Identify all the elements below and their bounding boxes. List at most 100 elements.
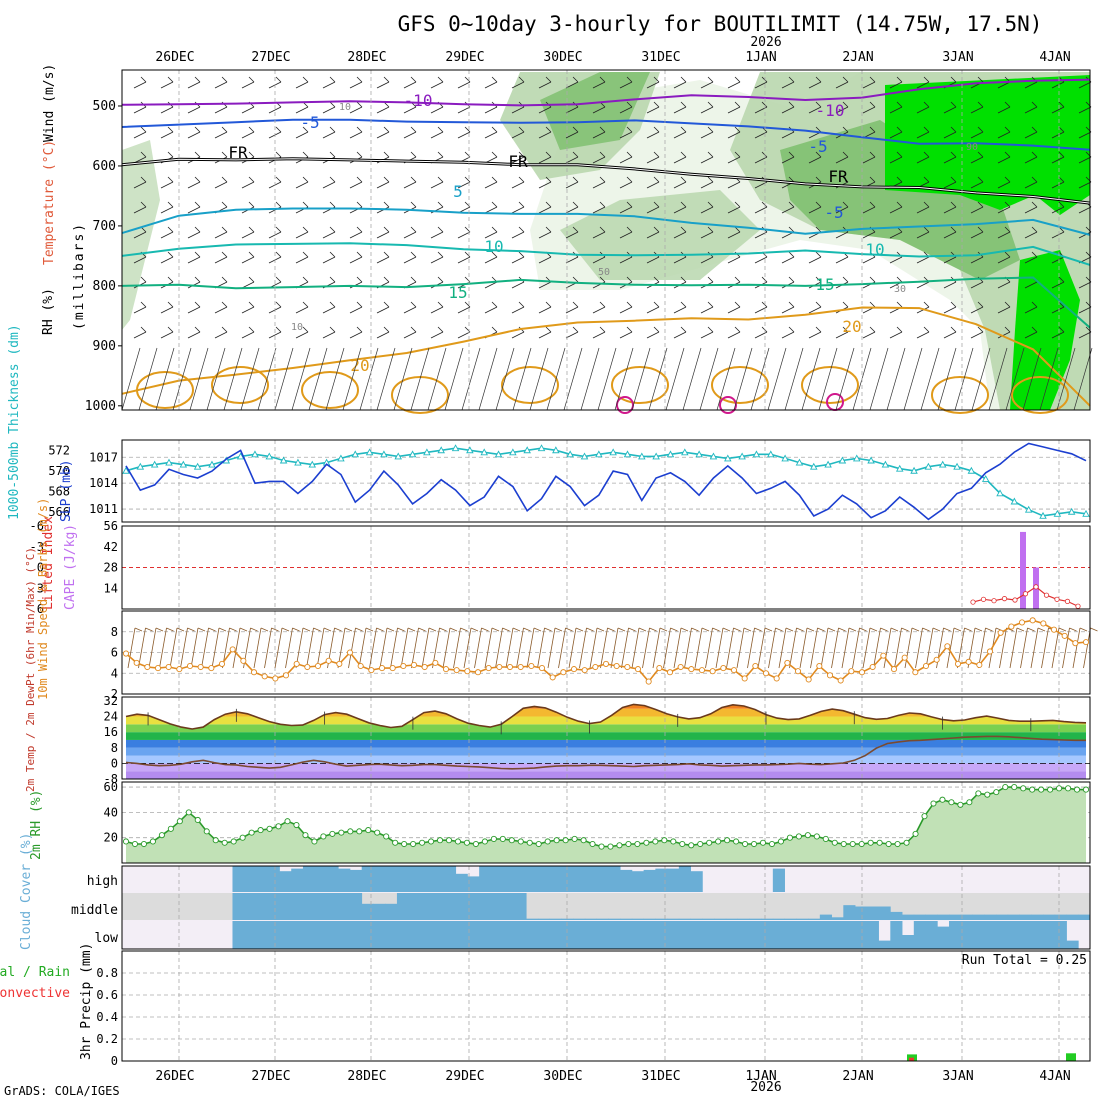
thickness-line-point — [752, 450, 761, 458]
wind-barb-flag — [545, 201, 552, 208]
surface-barb — [642, 627, 650, 669]
surface-barb — [883, 627, 892, 669]
wind-barb-flag — [491, 326, 498, 333]
rh2m-line-point — [598, 843, 605, 850]
cloud-bar-low — [291, 921, 304, 949]
wind-barb-flag — [707, 201, 714, 208]
wind-barb-flag — [761, 276, 768, 283]
wind10m-line-point — [570, 666, 578, 673]
wind-barb-flag — [896, 76, 903, 83]
wind-barb — [484, 206, 498, 214]
cloud-bar-high — [690, 871, 703, 892]
wind10m-line-point — [933, 656, 940, 663]
temp-tick-16: 16 — [104, 725, 118, 739]
thickness-line-point — [924, 462, 933, 470]
wind-barb-flag — [572, 126, 579, 133]
surface-barb-flag — [176, 627, 185, 632]
wind-barb-flag — [545, 226, 552, 233]
cloud-bar-high — [244, 866, 257, 892]
wind-barb — [700, 331, 714, 339]
wind10m-line-point — [240, 657, 247, 664]
wind-barb — [295, 331, 309, 339]
wind-barb-flag — [248, 226, 255, 233]
wind-barb-flag — [626, 201, 633, 208]
wind-barb — [133, 81, 147, 89]
wind10m-line-point — [410, 661, 418, 669]
surface-barb — [663, 627, 671, 669]
wind-barb-flag — [626, 151, 633, 158]
rh2m-line-point — [903, 839, 910, 846]
cloud-bar-low — [373, 921, 386, 949]
hot-contour — [616, 396, 634, 414]
rh2m-line-point — [679, 840, 686, 848]
wind-barb-flag — [734, 301, 741, 308]
bottom-date-27DEC: 27DEC — [251, 1069, 290, 1084]
surface-barb-flag — [1037, 627, 1046, 632]
cloud-bar-middle — [244, 893, 257, 920]
thickness-line-point — [709, 452, 718, 460]
wind-barb-flag — [140, 151, 147, 158]
surface-barb-flag — [607, 627, 615, 632]
wind-barb — [295, 131, 309, 139]
rh2m-line-point — [338, 829, 345, 836]
wind-barb — [646, 306, 660, 314]
wind-barb — [403, 331, 417, 339]
rh2m-line-point — [257, 827, 264, 834]
cloud-bar-high — [678, 866, 692, 892]
precip-frame — [121, 950, 1091, 1062]
wind-barb — [889, 206, 903, 214]
lower-barb-shaft — [546, 347, 566, 411]
wind-barb — [268, 331, 282, 339]
wind-barb-flag — [410, 176, 417, 183]
rh2m-line-point — [230, 838, 237, 845]
rh2m-line-point — [212, 837, 219, 844]
warm-contour — [931, 376, 989, 414]
cloud-bar-middle — [291, 893, 304, 920]
isotherm-10 — [121, 242, 1091, 266]
rh2m-line-point — [1047, 786, 1054, 793]
wind-barb — [943, 106, 957, 114]
wind-barb-flag — [707, 76, 714, 83]
wind-barb-flag — [356, 201, 363, 208]
rh2m-line-point — [858, 840, 865, 848]
wind10m-line-point — [368, 667, 375, 674]
wind-barb — [565, 131, 579, 139]
surface-barb-flag — [869, 627, 878, 632]
wind-barb-flag — [626, 226, 633, 233]
thickness-line-point — [208, 460, 216, 468]
surface-barb-flag — [523, 627, 531, 632]
thickness-line-point — [1024, 505, 1033, 513]
wind-barb-flag — [545, 326, 552, 333]
wind-barb — [457, 131, 471, 139]
surface-barb-flag — [596, 627, 605, 632]
wind10m-line-point — [773, 675, 780, 682]
wind-barb-flag — [329, 226, 336, 233]
surface-barb-flag — [670, 627, 678, 632]
wind-barb-flag — [383, 201, 390, 208]
rh2m-line-point — [544, 838, 551, 845]
lower-barb-shaft — [189, 347, 209, 411]
wind-barb — [673, 181, 687, 189]
wind-barb-flag — [653, 326, 660, 333]
wind-barb — [808, 156, 822, 164]
wind-barb — [916, 331, 930, 339]
wind-barb — [700, 106, 714, 114]
wind-barb-flag — [167, 301, 174, 308]
wind-barb — [835, 206, 849, 214]
wind-barb — [565, 181, 579, 189]
wind-barb-flag — [950, 176, 957, 183]
cloud-bar-low — [620, 921, 633, 949]
wind-barb — [160, 231, 174, 239]
thickness-line-point — [122, 466, 130, 474]
isotherm-label: FR — [228, 143, 248, 162]
wind-barb-flag — [383, 176, 390, 183]
cloud-bar-middle — [596, 918, 609, 920]
wind10m-line-point — [517, 663, 524, 671]
wind-barb-flag — [869, 276, 876, 283]
wind-barb — [538, 156, 552, 164]
wind-barb — [646, 131, 660, 139]
surface-barb — [999, 627, 1007, 669]
surface-barb-flag — [208, 627, 216, 632]
wind-barb — [457, 106, 471, 114]
